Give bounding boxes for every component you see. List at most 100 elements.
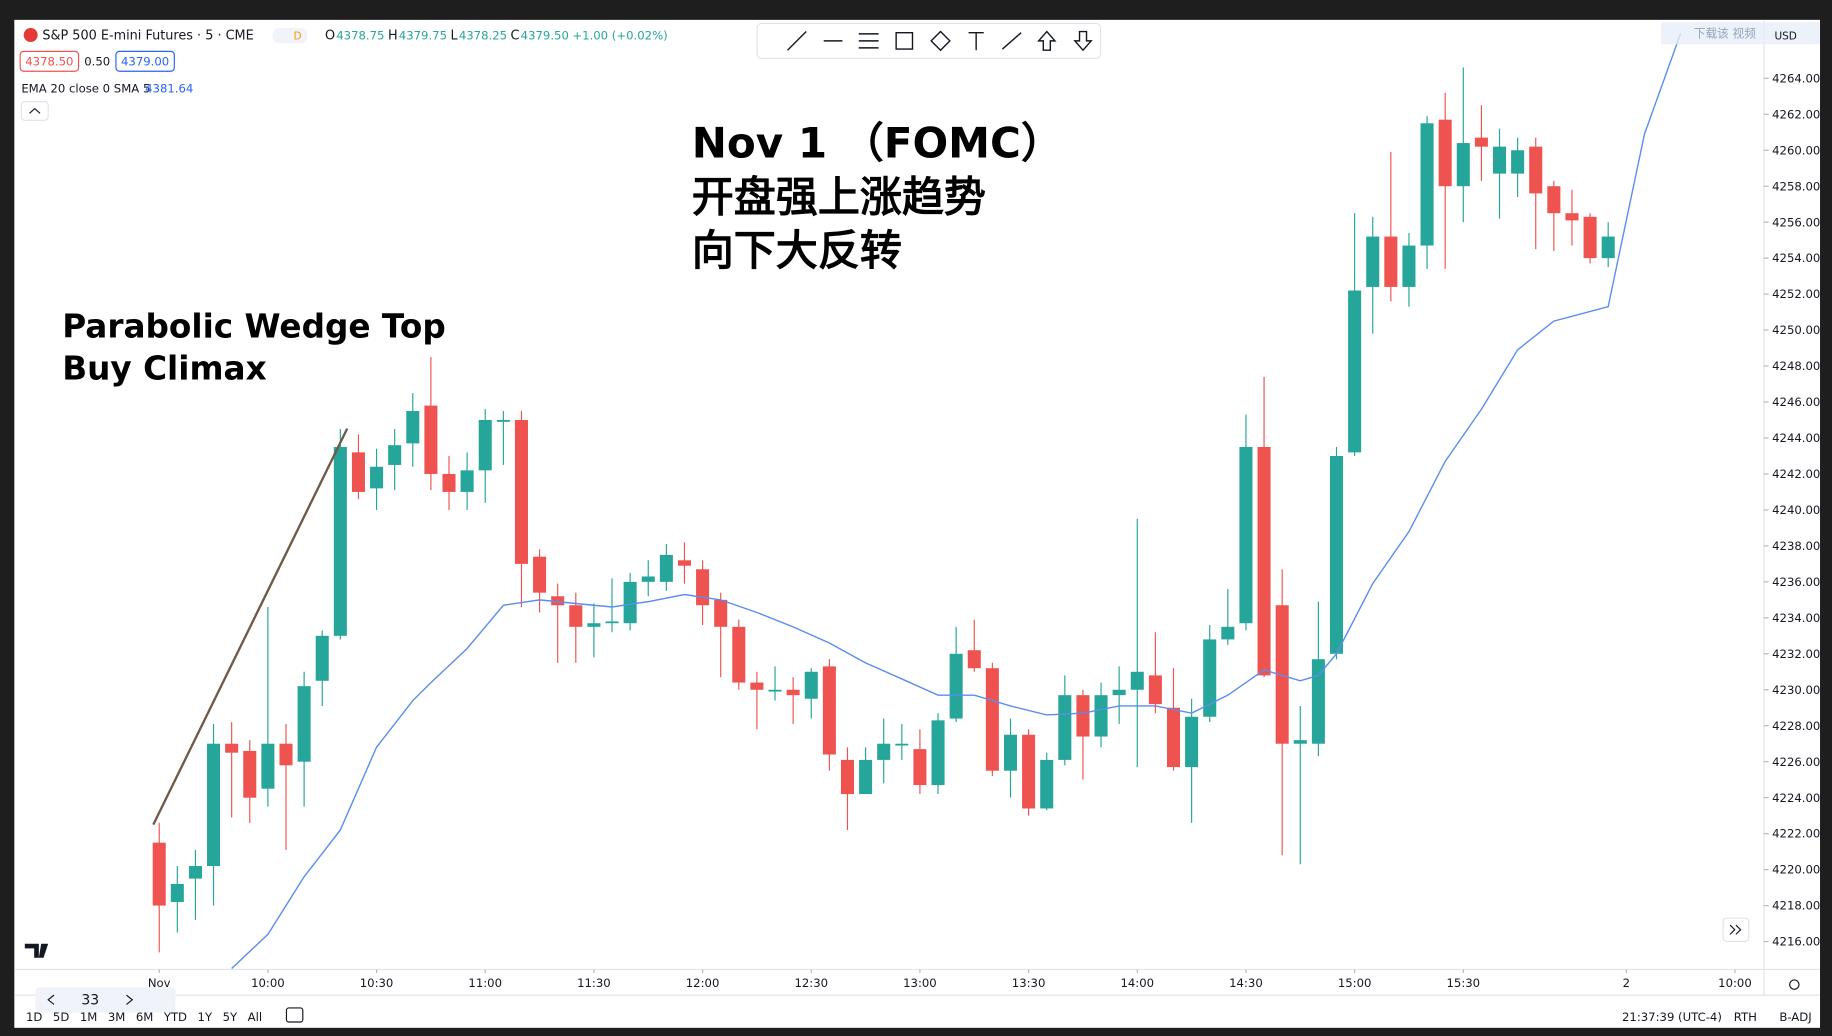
y-tick-label: 4260.00 <box>1772 143 1820 157</box>
x-tick-label: 11:30 <box>577 976 611 990</box>
candle-body <box>551 596 565 606</box>
date-range-icon[interactable] <box>285 1007 304 1023</box>
candle-body <box>478 420 492 471</box>
candle-body <box>750 682 764 690</box>
adjust[interactable]: B-ADJ <box>1779 1010 1811 1024</box>
y-tick-label: 4236.00 <box>1772 575 1820 589</box>
candle-body <box>243 750 257 798</box>
candle-body <box>170 883 184 902</box>
candle-body <box>1402 245 1416 287</box>
candle-body <box>949 653 963 719</box>
x-tick-label: 11:00 <box>468 976 502 990</box>
ohlc-label: O <box>325 29 335 44</box>
title-annotation: 向下大反转 <box>692 226 902 275</box>
indicator: EMA 20 close 0 SMA 5 <box>21 81 150 95</box>
candle-body <box>1293 740 1307 744</box>
y-tick-label: 4234.00 <box>1772 611 1820 625</box>
candle-body <box>1112 689 1126 696</box>
bid-box[interactable] <box>19 50 80 72</box>
candle-body <box>1456 143 1470 187</box>
y-tick-label: 4224.00 <box>1772 791 1820 805</box>
candle-body <box>1148 675 1162 705</box>
ohlc-value: 4378.25 <box>459 29 507 43</box>
spread: 0.50 <box>84 54 110 68</box>
title-annotation: 开盘强上涨趋势 <box>692 172 986 221</box>
candle-body <box>1130 671 1144 690</box>
collapse-icon <box>29 107 41 114</box>
x-tick-label: 14:30 <box>1229 976 1263 990</box>
y-tick-label: 4220.00 <box>1772 863 1820 877</box>
pattern-annotation: Buy Climax <box>62 350 266 388</box>
title-annotation: Nov 1 （FOMC） <box>692 119 1063 168</box>
settings-icon[interactable] <box>1789 979 1800 990</box>
session[interactable]: RTH <box>1734 1010 1757 1024</box>
candle-body <box>913 749 927 786</box>
candle-body <box>1366 236 1380 287</box>
period-button[interactable]: 3M <box>108 1010 125 1024</box>
period-button[interactable]: 5Y <box>223 1010 238 1024</box>
candle-body <box>1601 236 1615 259</box>
series-layer <box>152 33 1682 970</box>
chart-area <box>14 19 1821 1028</box>
pattern-annotation: Parabolic Wedge Top <box>62 308 446 346</box>
candle-body <box>514 420 528 564</box>
period-buttons: 1D 5D 1M 3M 6M YTD 1Y 5Y All <box>26 1010 262 1024</box>
indicator-value: 4381.64 <box>145 81 193 95</box>
x-tick-label: 15:30 <box>1446 976 1480 990</box>
candle-body <box>1257 446 1271 676</box>
y-tick-label: 4216.00 <box>1772 935 1820 949</box>
period-button[interactable]: YTD <box>163 1010 187 1024</box>
candle-body <box>1384 236 1398 287</box>
candle-body <box>768 689 782 692</box>
candle-body <box>279 743 293 766</box>
candle-body <box>152 842 166 906</box>
ohlc-value: 4379.50 <box>521 29 569 43</box>
candle-body <box>1438 119 1452 187</box>
symbol-logo <box>23 28 38 43</box>
y-tick-label: 4218.00 <box>1772 899 1820 913</box>
y-tick-label: 4228.00 <box>1772 719 1820 733</box>
period-button[interactable]: 6M <box>136 1010 153 1024</box>
candle-body <box>677 560 691 566</box>
scroll-right-button[interactable] <box>1722 917 1750 942</box>
ohlc-label: C <box>511 29 520 44</box>
candle-body <box>1203 639 1217 717</box>
drawing-tools[interactable] <box>787 30 1093 52</box>
ask[interactable]: 4379.00 <box>121 54 169 68</box>
candle-body <box>1329 455 1344 654</box>
y-tick-label: 4240.00 <box>1772 503 1820 517</box>
ohlc-change: +1.00 (+0.02%) <box>572 29 667 43</box>
period-button[interactable]: 5D <box>53 1010 69 1024</box>
candle-body <box>1040 759 1054 809</box>
badge: D <box>293 31 301 43</box>
candle-body <box>732 626 746 683</box>
collapse-button[interactable] <box>20 101 49 121</box>
period-button[interactable]: 1Y <box>198 1010 213 1024</box>
candle-body <box>985 668 999 771</box>
y-tick-label: 4238.00 <box>1772 539 1820 553</box>
bar-nav-arrows[interactable] <box>47 994 134 1005</box>
x-tick-label: Nov <box>148 976 171 990</box>
period-button[interactable]: All <box>248 1010 262 1024</box>
x-tick-label: 15:00 <box>1338 976 1372 990</box>
candle-body <box>533 556 547 593</box>
candle-body <box>460 470 474 492</box>
candle-body <box>967 650 981 669</box>
ask-box[interactable] <box>115 50 175 72</box>
bid[interactable]: 4378.50 <box>25 54 73 68</box>
ohlc-readout: O 4378.75 H 4379.75 L 4378.25 C 4379.50 +1.00 (+… <box>325 29 668 44</box>
candle-body <box>1003 734 1018 771</box>
period-button[interactable]: 1M <box>80 1010 97 1024</box>
drawing-toolbar <box>756 22 1102 59</box>
y-tick-label: 4258.00 <box>1772 179 1820 193</box>
ohlc-label: H <box>388 29 398 44</box>
candle-body <box>1275 605 1289 744</box>
period-button[interactable]: 1D <box>26 1010 42 1024</box>
candle-body <box>1583 216 1597 259</box>
candle-body <box>333 446 347 636</box>
trend-line <box>152 428 349 826</box>
y-tick-label: 4226.00 <box>1772 755 1820 769</box>
ohlc-value: 4378.75 <box>336 29 384 43</box>
watermark-bg <box>1661 22 1821 45</box>
